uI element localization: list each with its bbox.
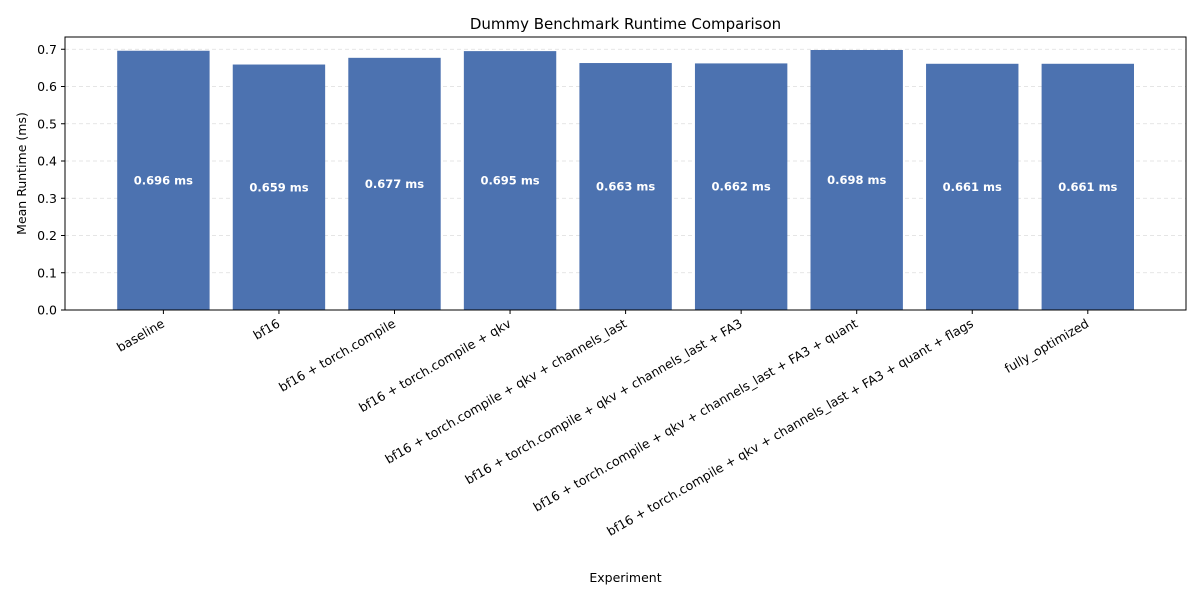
- bar: [232, 64, 326, 310]
- bar-value-label: 0.698 ms: [827, 173, 886, 187]
- bar-value-labels: 0.696 ms 0.659 ms 0.677 ms 0.695 ms 0.663 ms…: [134, 173, 1118, 194]
- bar-value-label: 0.695 ms: [480, 174, 539, 188]
- bar: [579, 63, 672, 311]
- bar-value-label: 0.696 ms: [134, 173, 193, 187]
- y-tick-label: 0.5: [37, 116, 57, 131]
- bars: [117, 50, 1134, 311]
- y-tick-label: 0.4: [37, 154, 57, 169]
- bar: [1041, 63, 1134, 311]
- bar: [463, 51, 557, 310]
- chart-title: Dummy Benchmark Runtime Comparison: [470, 15, 781, 33]
- y-axis-ticks: 0.0 0.1 0.2 0.3 0.4 0.5 0.6 0.7: [37, 42, 65, 318]
- y-tick-label: 0.7: [37, 42, 57, 57]
- y-axis-label: Mean Runtime (ms): [14, 112, 29, 235]
- bar-value-label: 0.662 ms: [712, 180, 771, 194]
- bar-value-label: 0.663 ms: [596, 180, 655, 194]
- y-tick-label: 0.6: [37, 79, 57, 94]
- bar-value-label: 0.659 ms: [249, 180, 308, 194]
- bar-value-label: 0.661 ms: [943, 180, 1002, 194]
- bar: [117, 50, 210, 310]
- bar: [348, 57, 441, 310]
- bar-value-label: 0.677 ms: [365, 177, 424, 191]
- y-tick-label: 0.0: [37, 303, 57, 318]
- x-axis-label: Experiment: [589, 570, 661, 585]
- y-tick-label: 0.3: [37, 191, 57, 206]
- bar: [694, 63, 788, 310]
- bar: [810, 50, 903, 310]
- bar-value-label: 0.661 ms: [1058, 180, 1117, 194]
- y-tick-label: 0.1: [37, 265, 57, 280]
- bar: [926, 63, 1019, 311]
- y-tick-label: 0.2: [37, 228, 57, 243]
